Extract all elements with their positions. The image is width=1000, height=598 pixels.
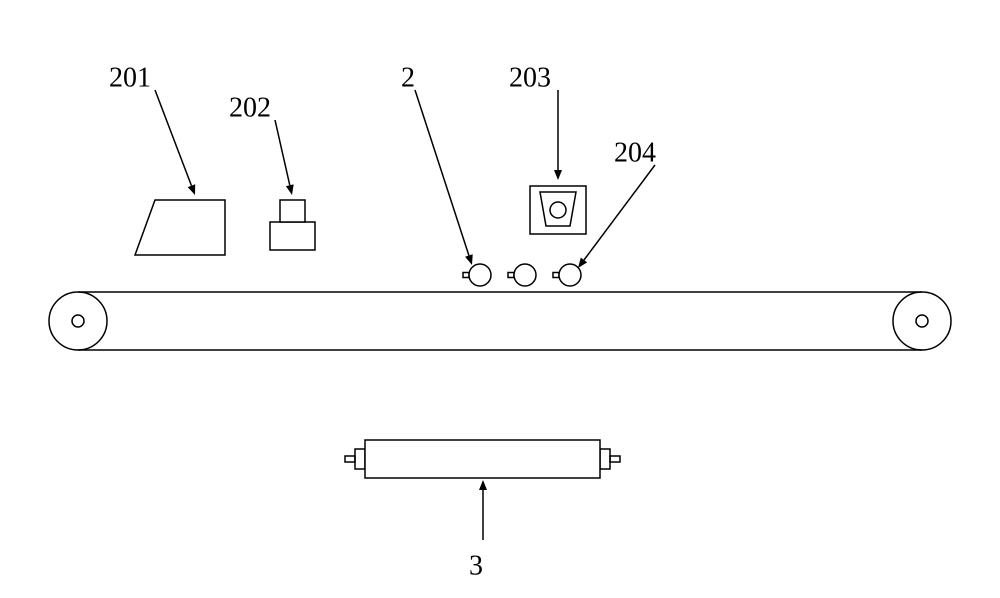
- label-204: 204: [614, 137, 656, 168]
- label-3: 3: [469, 550, 483, 581]
- label-203: 203: [509, 62, 551, 93]
- label-201: 201: [109, 62, 151, 93]
- label-2: 2: [401, 62, 415, 93]
- part-201: [135, 200, 225, 255]
- label-202: 202: [229, 92, 271, 123]
- diagram-svg: 201 202 2 203 204 3: [0, 0, 1000, 598]
